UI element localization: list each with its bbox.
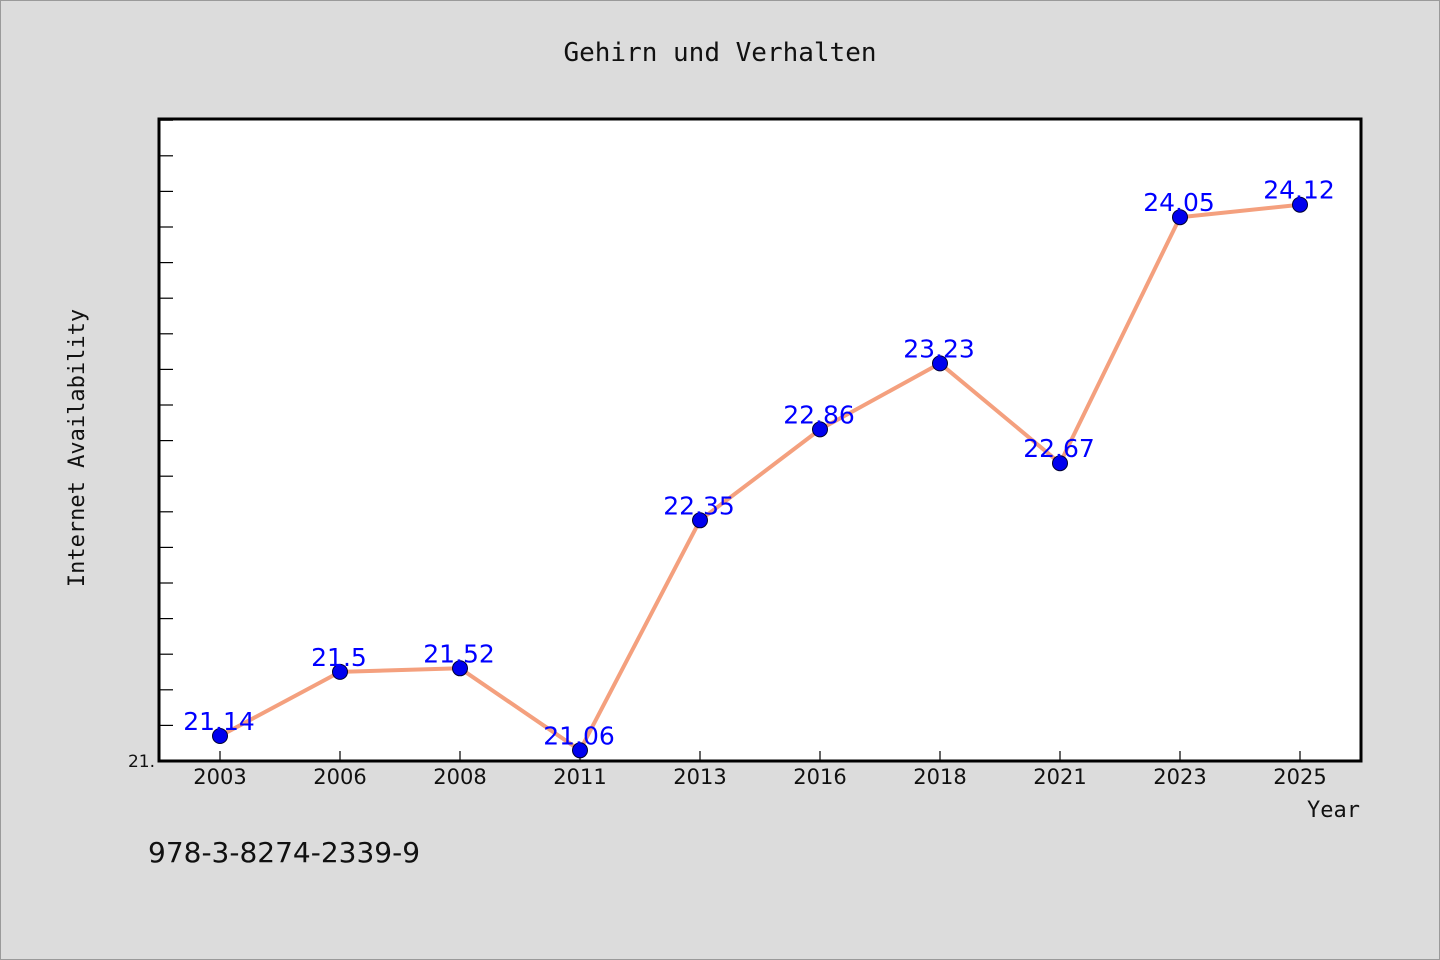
- x-tick-label: 2023: [1153, 765, 1206, 789]
- data-label: 23.23: [903, 334, 975, 363]
- data-label: 24.05: [1143, 188, 1215, 217]
- data-label: 22.35: [663, 491, 735, 520]
- x-tick-label: 2013: [673, 765, 726, 789]
- data-label: 22.86: [783, 400, 855, 429]
- data-point: [812, 421, 828, 438]
- x-axis-label: Year: [1307, 798, 1360, 823]
- data-point: [692, 512, 708, 529]
- x-tick-label: 2018: [913, 765, 966, 789]
- data-label: 21.5: [311, 643, 367, 672]
- data-label: 22.67: [1023, 434, 1095, 463]
- series-line: [219, 202, 1301, 753]
- data-label: 21.14: [183, 707, 255, 736]
- y-axis-label: Internet Availability: [65, 309, 90, 587]
- isbn-text: 978-3-8274-2339-9: [148, 836, 420, 869]
- x-tick-label: 2003: [193, 765, 246, 789]
- data-label: 24.12: [1263, 176, 1335, 205]
- data-point: [212, 728, 228, 744]
- series-layer: 21.14 21.5 21.52 21.06 22.35 22.86 23.23 22.67 2…: [183, 176, 1335, 759]
- data-label: 21.52: [423, 639, 495, 668]
- x-tick-label: 2008: [433, 765, 486, 789]
- data-point: [1292, 196, 1308, 213]
- plot-area: [157, 117, 1363, 763]
- data-label: 21.06: [543, 721, 615, 750]
- y-tick-label: 21.: [128, 752, 155, 772]
- x-tick-label: 2006: [313, 765, 366, 789]
- data-point: [1052, 455, 1068, 472]
- data-point: [1172, 209, 1188, 226]
- data-point: [572, 742, 588, 759]
- data-point: [932, 355, 948, 372]
- data-point: [332, 663, 348, 680]
- data-point: [452, 660, 468, 677]
- x-axis-ticks: 2003 2006 2008 2011 2013 2016 2018 2021 2023 2025: [193, 751, 1327, 789]
- x-tick-label: 2021: [1033, 765, 1086, 789]
- x-tick-label: 2011: [553, 765, 606, 789]
- x-tick-label: 2016: [793, 765, 846, 789]
- x-tick-label: 2025: [1273, 765, 1326, 789]
- y-axis-ticks: 21.: [128, 119, 173, 772]
- chart-title: Gehirn und Verhalten: [563, 38, 876, 68]
